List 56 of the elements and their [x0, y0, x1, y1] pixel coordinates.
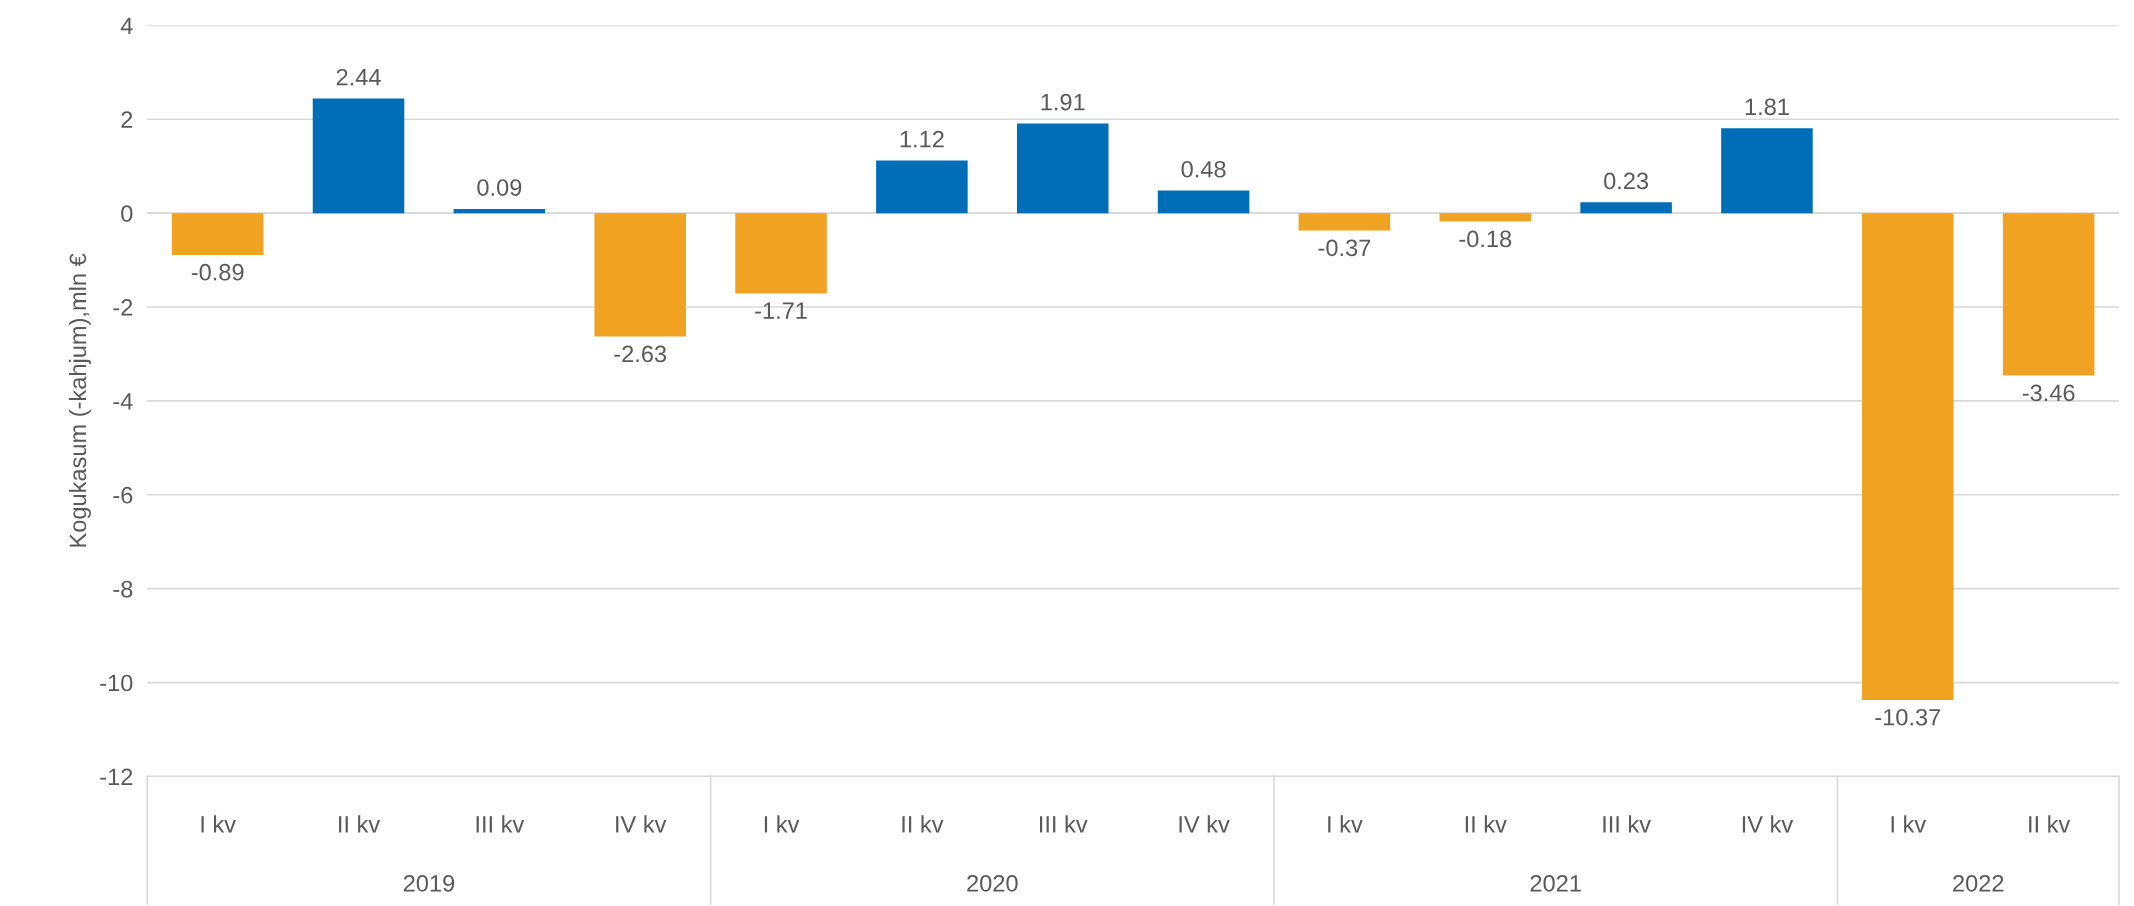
bar	[1157, 190, 1250, 214]
y-tick-label: 2	[121, 111, 133, 128]
x-tick-label: IV kv	[1742, 815, 1794, 833]
data-label: -0.89	[191, 263, 244, 281]
y-tick-label: 0	[121, 205, 133, 222]
text: 2019	[403, 874, 455, 892]
bar	[1298, 213, 1391, 231]
bar	[735, 213, 827, 294]
y-tick-label: 4	[120, 17, 133, 34]
x-tick-label: I kv	[1891, 815, 1927, 833]
x-tick-label: II kv	[339, 815, 381, 833]
bar	[2002, 213, 2095, 376]
bar	[1439, 213, 1532, 222]
x-tick-label: II kv	[2029, 815, 2071, 833]
bar	[594, 213, 686, 337]
text: 2021	[1530, 874, 1581, 892]
data-label: 2.44	[336, 68, 381, 86]
bar	[1862, 213, 1954, 700]
x-tick-label: I kv	[201, 815, 236, 833]
data-label: 0.23	[1604, 172, 1649, 190]
y-axis-title: Kogukasum (-kahjum),mln €	[68, 253, 91, 547]
data-label: 1.12	[900, 130, 944, 148]
text: 2020	[967, 874, 1018, 892]
x-tick-label: II kv	[1465, 815, 1507, 833]
y-tick-label: -2	[113, 299, 133, 316]
data-label: -0.37	[1318, 239, 1371, 257]
x-tick-label: IV kv	[1179, 815, 1230, 833]
data-label: -10.37	[1875, 708, 1941, 726]
y-tick-label: -12	[100, 768, 133, 785]
bar	[171, 213, 264, 255]
bar	[1721, 128, 1813, 214]
text: 2022	[1953, 874, 2004, 892]
bar	[453, 208, 546, 214]
data-label: 1.91	[1041, 93, 1085, 111]
data-label: -0.18	[1459, 230, 1512, 248]
y-tick-label: -6	[113, 486, 133, 504]
data-label: -3.46	[2022, 384, 2075, 402]
x-tick-label: I kv	[764, 815, 800, 833]
data-label: 0.48	[1181, 160, 1226, 178]
x-tick-label: III kv	[476, 815, 525, 833]
bar	[312, 98, 405, 214]
x-tick-label: I kv	[1328, 815, 1363, 833]
bar	[1016, 123, 1109, 214]
x-tick-label: III kv	[1039, 815, 1088, 833]
data-label: 0.09	[477, 179, 522, 196]
data-label: -1.71	[755, 302, 807, 319]
bar	[1580, 202, 1672, 214]
x-tick-label: III kv	[1603, 815, 1651, 833]
y-tick-label: -4	[113, 393, 133, 410]
bar	[876, 160, 968, 214]
x-tick-label: II kv	[902, 815, 944, 833]
data-label: 1.81	[1745, 98, 1789, 116]
x-tick-label: IV kv	[616, 815, 667, 833]
data-label: -2.63	[614, 345, 667, 363]
y-tick-label: -10	[100, 674, 133, 692]
y-tick-label: -8	[113, 580, 133, 598]
